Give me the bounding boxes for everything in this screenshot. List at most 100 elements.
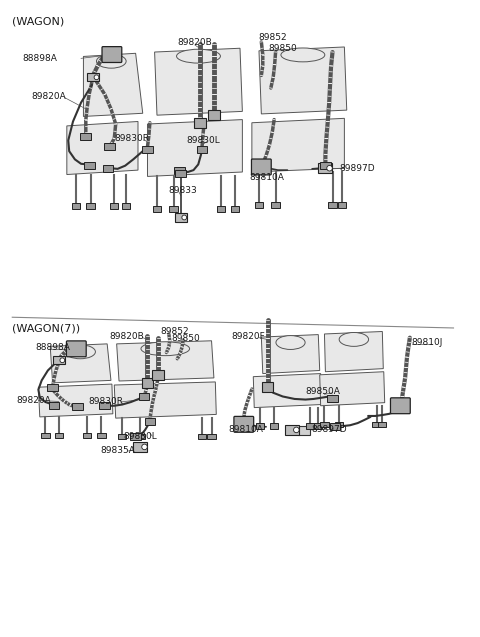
Polygon shape bbox=[155, 48, 242, 115]
Circle shape bbox=[142, 444, 147, 450]
Bar bbox=[118, 434, 127, 440]
Circle shape bbox=[327, 166, 332, 171]
Text: 89852: 89852 bbox=[161, 327, 190, 336]
Bar bbox=[72, 403, 83, 410]
Bar bbox=[174, 166, 185, 174]
Bar bbox=[53, 356, 65, 364]
Polygon shape bbox=[114, 382, 216, 418]
Bar bbox=[330, 422, 340, 430]
Bar bbox=[144, 418, 155, 425]
Bar bbox=[298, 426, 310, 435]
Ellipse shape bbox=[281, 48, 325, 62]
Bar bbox=[84, 162, 95, 169]
Bar bbox=[133, 442, 147, 452]
FancyBboxPatch shape bbox=[66, 341, 86, 357]
Bar bbox=[271, 202, 280, 208]
Ellipse shape bbox=[96, 54, 126, 68]
FancyBboxPatch shape bbox=[390, 398, 410, 413]
Bar bbox=[314, 424, 323, 429]
Bar bbox=[197, 146, 207, 153]
Bar bbox=[153, 206, 161, 212]
Text: 89810A: 89810A bbox=[228, 425, 263, 434]
Bar bbox=[110, 203, 119, 209]
Ellipse shape bbox=[339, 333, 369, 347]
Polygon shape bbox=[252, 118, 344, 172]
Polygon shape bbox=[320, 372, 384, 406]
Text: 89820A: 89820A bbox=[16, 396, 51, 405]
Bar bbox=[83, 433, 91, 438]
Text: 89820F: 89820F bbox=[231, 332, 265, 341]
Bar bbox=[372, 422, 381, 427]
Ellipse shape bbox=[276, 336, 305, 350]
Bar bbox=[327, 395, 338, 402]
Text: 89830L: 89830L bbox=[124, 432, 157, 441]
Text: 89897D: 89897D bbox=[311, 425, 347, 434]
Bar bbox=[207, 434, 216, 440]
Text: 89850A: 89850A bbox=[305, 387, 340, 396]
Bar bbox=[335, 422, 343, 427]
Bar bbox=[306, 424, 314, 429]
Text: (WAGON): (WAGON) bbox=[12, 17, 64, 27]
Bar bbox=[47, 383, 58, 390]
Ellipse shape bbox=[141, 342, 190, 355]
Bar bbox=[175, 169, 186, 177]
Bar bbox=[338, 202, 346, 208]
Bar bbox=[136, 434, 144, 440]
Bar bbox=[130, 433, 141, 440]
Bar bbox=[319, 163, 332, 173]
Text: 89830L: 89830L bbox=[187, 136, 221, 145]
Bar bbox=[103, 165, 113, 173]
Bar bbox=[122, 203, 130, 209]
Bar bbox=[320, 422, 329, 427]
Bar bbox=[41, 433, 49, 438]
Bar bbox=[97, 433, 106, 438]
Bar bbox=[153, 370, 164, 380]
Text: 89850: 89850 bbox=[268, 44, 297, 53]
Bar bbox=[256, 424, 264, 429]
Circle shape bbox=[294, 427, 299, 433]
Text: 88898A: 88898A bbox=[35, 343, 70, 352]
Bar bbox=[86, 203, 95, 209]
Text: 89820B: 89820B bbox=[178, 38, 212, 47]
Polygon shape bbox=[147, 120, 242, 176]
Text: 89810J: 89810J bbox=[412, 338, 443, 347]
Circle shape bbox=[182, 215, 187, 220]
Ellipse shape bbox=[65, 345, 96, 359]
Polygon shape bbox=[38, 384, 113, 417]
Polygon shape bbox=[324, 331, 384, 372]
Bar bbox=[198, 434, 206, 440]
Polygon shape bbox=[117, 341, 214, 381]
Text: 89810A: 89810A bbox=[250, 173, 284, 182]
Ellipse shape bbox=[177, 49, 220, 63]
Text: 89820B: 89820B bbox=[109, 332, 144, 341]
Polygon shape bbox=[67, 122, 138, 175]
Text: 89820A: 89820A bbox=[31, 92, 66, 101]
Text: 89897D: 89897D bbox=[340, 164, 375, 173]
Bar bbox=[217, 206, 225, 212]
Bar bbox=[104, 143, 115, 150]
Bar bbox=[81, 133, 91, 140]
Circle shape bbox=[94, 75, 99, 80]
Bar bbox=[255, 202, 263, 208]
FancyBboxPatch shape bbox=[252, 159, 271, 175]
Polygon shape bbox=[84, 54, 143, 117]
Bar bbox=[328, 202, 336, 208]
Polygon shape bbox=[50, 344, 111, 383]
Bar bbox=[55, 433, 63, 438]
Bar bbox=[169, 206, 178, 212]
Bar bbox=[262, 382, 274, 392]
Circle shape bbox=[60, 358, 65, 362]
Text: 89830R: 89830R bbox=[114, 134, 149, 143]
Bar bbox=[142, 378, 154, 388]
Polygon shape bbox=[253, 373, 322, 408]
Text: 89835A: 89835A bbox=[100, 447, 135, 455]
FancyBboxPatch shape bbox=[102, 47, 122, 62]
Text: 89852: 89852 bbox=[258, 33, 287, 42]
Text: (WAGON(7)): (WAGON(7)) bbox=[12, 324, 80, 334]
Text: 89830R: 89830R bbox=[88, 397, 123, 406]
Bar bbox=[99, 402, 110, 410]
Bar bbox=[48, 401, 60, 409]
Bar bbox=[231, 206, 240, 212]
Bar bbox=[87, 73, 99, 82]
Text: 89833: 89833 bbox=[168, 187, 197, 196]
